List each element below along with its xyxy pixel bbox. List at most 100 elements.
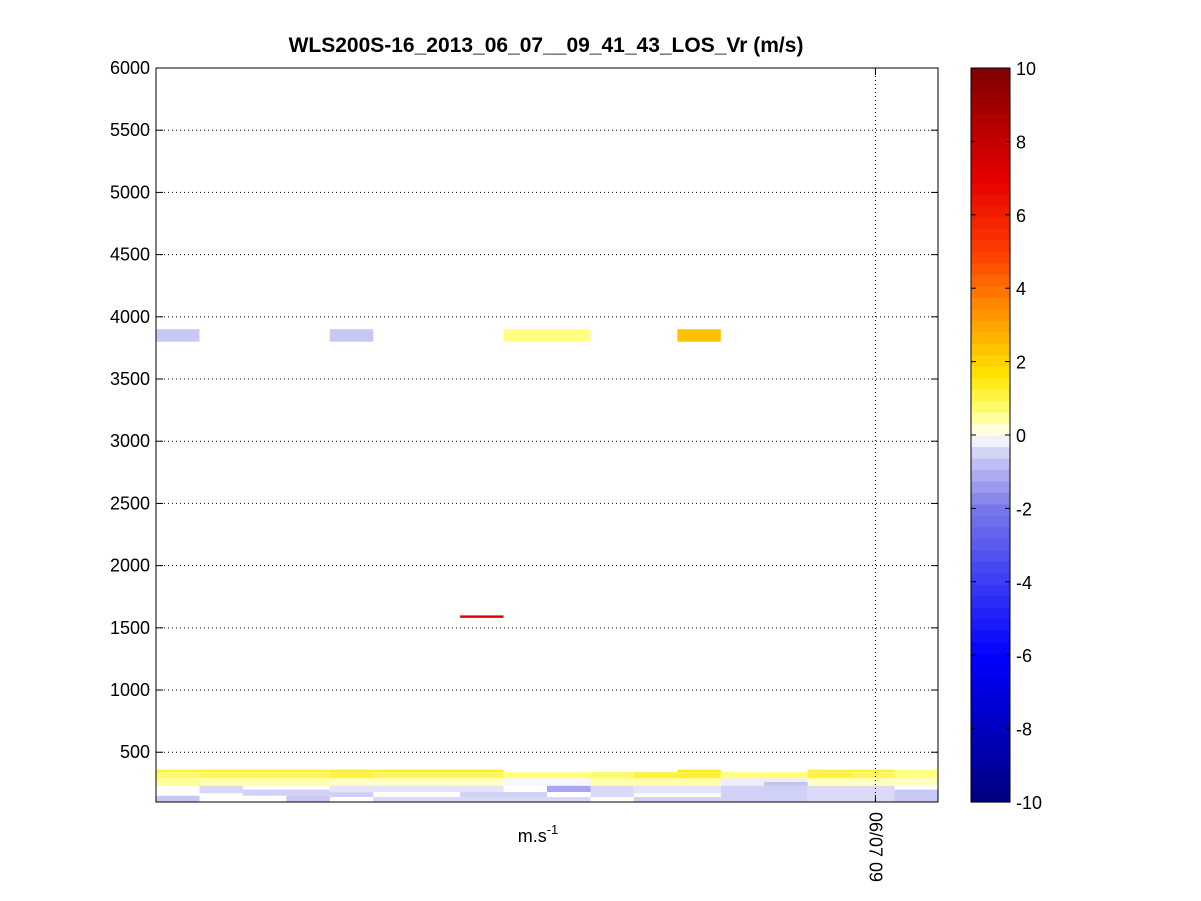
heatmap-cell [156, 778, 200, 786]
colorbar-segment [971, 767, 1010, 780]
colorbar-segment [971, 171, 1010, 184]
colorbar-segment [971, 240, 1010, 253]
colorbar-segment [971, 366, 1010, 379]
colorbar-segment [971, 68, 1010, 81]
colorbar-segment [971, 113, 1010, 126]
colorbar-segment [971, 90, 1010, 104]
colorbar-segment [971, 710, 1010, 723]
colorbar-segment [971, 698, 1010, 711]
heatmap-cell [373, 797, 504, 802]
colorbar-segment [971, 343, 1010, 356]
colorbar-segment [971, 400, 1010, 413]
heatmap-cell [547, 785, 591, 793]
colorbar-tick-label: 10 [1016, 59, 1036, 79]
colorbar-segment [971, 480, 1010, 493]
plot-background [156, 68, 938, 802]
colorbar-segment [971, 572, 1010, 585]
colorbar-tick-label: 0 [1016, 426, 1026, 446]
heatmap-cell [503, 772, 591, 779]
colorbar-tick-label: -6 [1016, 646, 1032, 666]
colorbar-segment [971, 354, 1010, 367]
heatmap-cell [807, 772, 852, 779]
y-tick-label: 2000 [110, 556, 150, 576]
colorbar-tick-label: 8 [1016, 132, 1026, 152]
colorbar-segment [971, 228, 1010, 241]
colorbar-segment [971, 159, 1010, 172]
colorbar-segment [971, 79, 1010, 92]
colorbar-segment [971, 538, 1010, 551]
heatmap-cell [633, 772, 678, 779]
heatmap-cell [460, 792, 547, 798]
y-tick-label: 1500 [110, 618, 150, 638]
heatmap-cell [677, 772, 721, 779]
colorbar-segment [971, 607, 1010, 620]
colorbar-segment [971, 664, 1010, 677]
heatmap-cell [807, 778, 938, 786]
colorbar-segment [971, 457, 1010, 471]
colorbar-segment [971, 733, 1010, 746]
colorbar-segment [971, 721, 1010, 734]
colorbar-segment [971, 469, 1010, 482]
colorbar-segment [971, 652, 1010, 665]
heatmap-cell [677, 329, 721, 342]
colorbar-tick-label: -10 [1016, 793, 1042, 813]
heatmap-cell [156, 769, 330, 773]
heatmap-cell [503, 797, 591, 802]
colorbar-segment [971, 492, 1010, 505]
x-tick-label: 06/07 09 [865, 812, 885, 882]
y-tick-label: 4500 [110, 245, 150, 265]
heatmap-cell [894, 789, 938, 802]
colorbar-segment [971, 217, 1010, 230]
heatmap-cell [242, 789, 330, 796]
colorbar-segment [971, 148, 1010, 161]
colorbar-segment [971, 526, 1010, 539]
colorbar-segment [971, 744, 1010, 757]
heatmap-cell [329, 772, 374, 779]
colorbar-tick-label: 2 [1016, 353, 1026, 373]
colorbar-segment [971, 618, 1010, 631]
colorbar-segment [971, 297, 1010, 310]
y-tick-label: 500 [120, 742, 150, 762]
x-axis-label: m.s-1 [518, 822, 559, 846]
colorbar: 10 8 6 4 2 0 -2 -4 -6 -8 -10 [970, 59, 1042, 813]
colorbar-segment [971, 561, 1010, 574]
heatmap-cell [329, 792, 374, 798]
heatmap-cell [199, 778, 330, 786]
heatmap-cell [329, 778, 504, 786]
y-tick-label: 5000 [110, 182, 150, 202]
chart-title: WLS200S-16_2013_06_07__09_41_43_LOS_Vr (… [289, 34, 804, 57]
colorbar-segment [971, 331, 1010, 344]
heatmap-cell [156, 329, 200, 342]
y-tick-label: 3500 [110, 369, 150, 389]
y-tick-label: 1000 [110, 680, 150, 700]
heatmap-cell [460, 615, 504, 618]
colorbar-segment [971, 308, 1010, 321]
heatmap-cell [633, 797, 721, 802]
plot-frame [155, 67, 939, 803]
heatmap-cell [156, 795, 200, 802]
colorbar-segment [971, 446, 1010, 459]
heatmap-cell [286, 795, 330, 802]
heatmap-cell [677, 769, 721, 773]
colorbar-segment [971, 779, 1010, 792]
heatmap-cell [764, 782, 808, 786]
colorbar-segment [971, 423, 1010, 436]
colorbar-segment [971, 412, 1010, 425]
colorbar-segment [971, 675, 1010, 688]
y-tick-label: 3000 [110, 431, 150, 451]
colorbar-segment [971, 629, 1010, 643]
heatmap-cell [329, 785, 504, 793]
colorbar-segment [971, 687, 1010, 700]
colorbar-segment [971, 251, 1010, 264]
colorbar-segment [971, 515, 1010, 528]
colorbar-tick-label: -4 [1016, 573, 1032, 593]
colorbar-segment [971, 125, 1010, 138]
heatmap-cell [894, 769, 938, 779]
heatmap-cell [807, 769, 895, 773]
heatmap-cell [590, 785, 634, 798]
heatmap-cell [590, 778, 721, 786]
heatmap-cell [199, 772, 330, 779]
heatmap-cell [590, 772, 634, 779]
heatmap-cell [329, 329, 374, 342]
